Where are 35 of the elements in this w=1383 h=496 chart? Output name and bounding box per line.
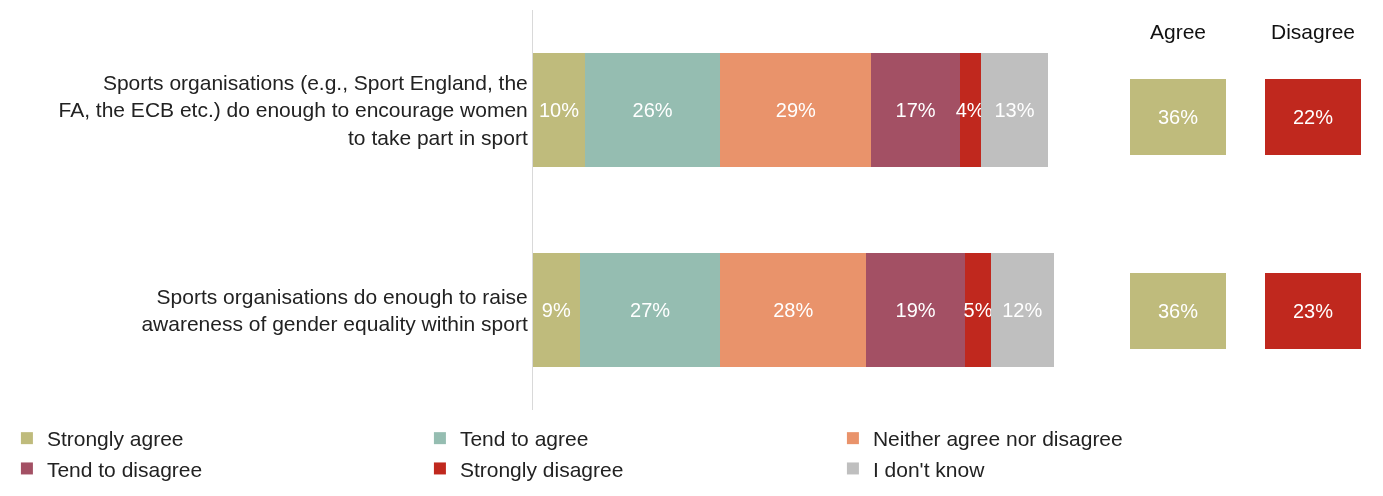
bar bbox=[585, 53, 721, 167]
bar bbox=[720, 53, 872, 167]
legend-label: Neither agree nor disagree bbox=[872, 427, 1123, 451]
bar bbox=[533, 253, 580, 367]
legend-label: Tend to agree bbox=[459, 427, 589, 451]
data-label: 5% bbox=[963, 299, 993, 321]
data-label: 13% bbox=[994, 99, 1035, 121]
bar bbox=[579, 253, 721, 367]
data-label: 19% bbox=[895, 299, 936, 321]
y-tick-label: Sports organisations do enough to raise awareness of gender equality within sport bbox=[141, 284, 528, 335]
bar bbox=[866, 253, 966, 367]
data-label: 28% bbox=[773, 299, 814, 321]
summary-cell: 36% bbox=[1130, 273, 1226, 349]
data-label: 26% bbox=[632, 99, 673, 121]
data-label: 9% bbox=[541, 299, 571, 321]
y-tick-label: Sports organisations (e.g., Sport England, the FA, the ECB etc.) do enough to encourage women to take part in sport bbox=[58, 71, 528, 149]
legend-label: Strongly disagree bbox=[459, 457, 624, 481]
bar bbox=[980, 53, 1049, 167]
summary-cell: 36% bbox=[1130, 79, 1226, 155]
legend-label: Strongly agree bbox=[46, 427, 184, 451]
summary-cell: 22% bbox=[1265, 79, 1361, 155]
data-label: 29% bbox=[775, 99, 817, 121]
category-label: Disagree bbox=[1269, 20, 1356, 44]
data-label: 17% bbox=[895, 99, 936, 121]
legend-label: I don't know bbox=[872, 457, 986, 481]
category-label: Agree bbox=[1148, 20, 1207, 44]
data-label: 10% bbox=[538, 99, 580, 121]
data-label: 12% bbox=[1002, 299, 1043, 321]
bar bbox=[991, 253, 1054, 367]
summary-cell: 23% bbox=[1265, 273, 1361, 349]
legend-label: Tend to disagree bbox=[46, 457, 203, 481]
bar bbox=[720, 253, 867, 367]
bar bbox=[533, 53, 586, 167]
bar bbox=[965, 253, 992, 367]
data-label: 27% bbox=[630, 299, 671, 321]
